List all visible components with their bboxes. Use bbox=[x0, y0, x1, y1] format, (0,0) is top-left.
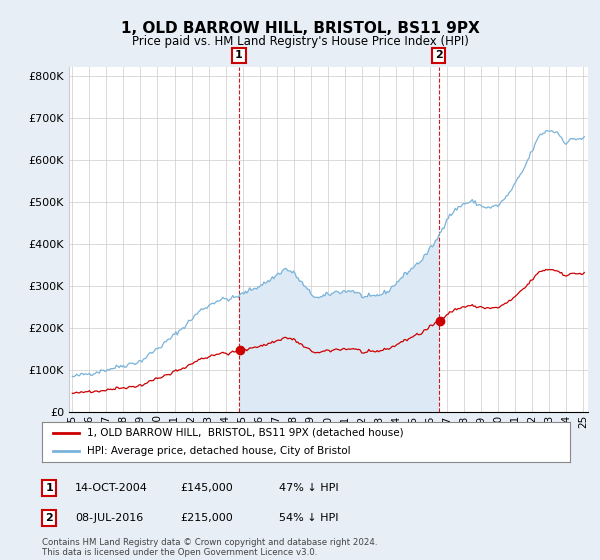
Text: HPI: Average price, detached house, City of Bristol: HPI: Average price, detached house, City… bbox=[87, 446, 350, 456]
Text: £145,000: £145,000 bbox=[180, 483, 233, 493]
Text: 2: 2 bbox=[46, 513, 53, 523]
Text: Contains HM Land Registry data © Crown copyright and database right 2024.
This d: Contains HM Land Registry data © Crown c… bbox=[42, 538, 377, 557]
Text: 54% ↓ HPI: 54% ↓ HPI bbox=[279, 513, 338, 523]
Text: 14-OCT-2004: 14-OCT-2004 bbox=[75, 483, 148, 493]
Text: 08-JUL-2016: 08-JUL-2016 bbox=[75, 513, 143, 523]
Text: 1: 1 bbox=[235, 50, 243, 60]
Text: £215,000: £215,000 bbox=[180, 513, 233, 523]
Text: 1: 1 bbox=[46, 483, 53, 493]
Text: 2: 2 bbox=[435, 50, 442, 60]
Text: 1, OLD BARROW HILL, BRISTOL, BS11 9PX: 1, OLD BARROW HILL, BRISTOL, BS11 9PX bbox=[121, 21, 479, 36]
Text: 1, OLD BARROW HILL,  BRISTOL, BS11 9PX (detached house): 1, OLD BARROW HILL, BRISTOL, BS11 9PX (d… bbox=[87, 428, 404, 437]
Text: Price paid vs. HM Land Registry's House Price Index (HPI): Price paid vs. HM Land Registry's House … bbox=[131, 35, 469, 48]
Text: 47% ↓ HPI: 47% ↓ HPI bbox=[279, 483, 338, 493]
